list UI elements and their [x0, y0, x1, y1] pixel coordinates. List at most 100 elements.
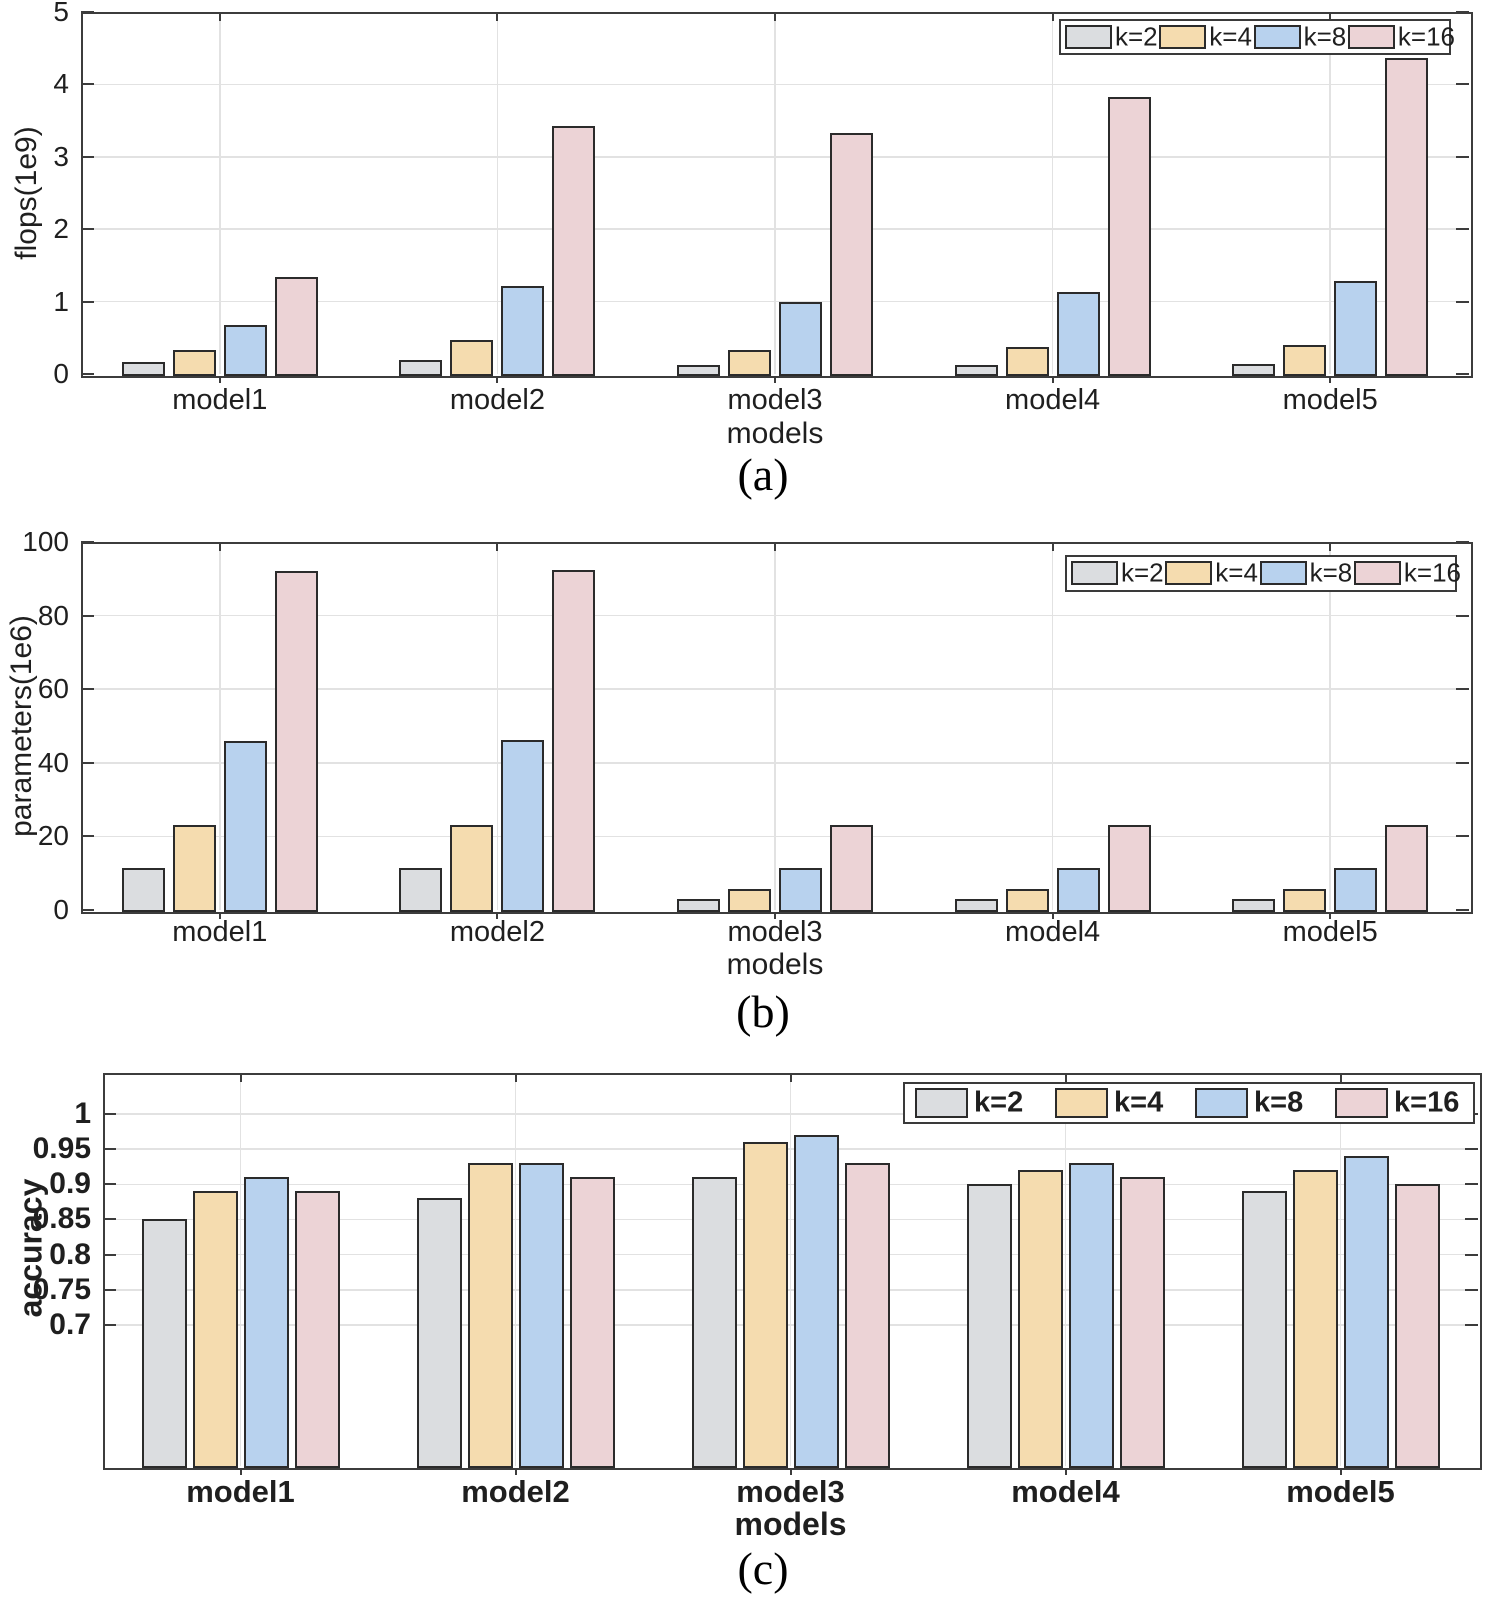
legend-label: k=2 — [974, 1086, 1024, 1118]
x-tick-top — [218, 542, 221, 551]
legend-label: k=8 — [1303, 21, 1347, 51]
legend-swatch-k=4 — [1165, 561, 1213, 585]
bar-k=8-model5 — [1334, 281, 1378, 377]
bar-k=4-model1 — [172, 825, 216, 913]
y-tick-label: 0.8 — [49, 1237, 91, 1271]
x-gridline — [219, 542, 221, 910]
bar-k=16-model4 — [1107, 97, 1151, 377]
bar-k=4-model5 — [1283, 345, 1327, 377]
x-gridline — [789, 1073, 792, 1466]
bar-k=2-model4 — [954, 898, 998, 913]
y-tick — [81, 761, 94, 764]
x-tick — [496, 912, 499, 919]
y-tick — [1456, 300, 1469, 303]
x-gridline — [1339, 1073, 1342, 1466]
x-gridline — [774, 12, 776, 374]
y-tick-label: 0.85 — [32, 1202, 91, 1236]
x-tick — [218, 376, 221, 383]
y-tick-label: 40 — [37, 746, 69, 778]
bar-k=4-model3 — [728, 350, 771, 377]
bar-k=16-model5 — [1385, 57, 1429, 377]
bar-k=2-model5 — [1241, 1191, 1287, 1469]
bar-k=2-model1 — [121, 362, 165, 377]
y-tick-label: 80 — [37, 599, 69, 631]
bar-k=8-model5 — [1334, 867, 1378, 913]
y-tick — [103, 1253, 116, 1256]
y-gridline — [81, 156, 1469, 158]
x-tick — [218, 912, 221, 919]
y-tick-label: 0.7 — [49, 1308, 91, 1342]
x-gridline — [219, 12, 221, 374]
bar-k=2-model4 — [966, 1184, 1012, 1469]
y-tick-label: 4 — [53, 68, 69, 100]
y-tick — [81, 83, 94, 86]
y-tick — [103, 1183, 116, 1186]
x-gridline — [496, 12, 499, 374]
bar-k=2-model3 — [677, 365, 720, 377]
legend-swatch-k=16 — [1335, 1087, 1388, 1118]
x-tick — [774, 376, 776, 383]
x-tick — [1051, 912, 1054, 919]
bar-k=8-model3 — [793, 1134, 839, 1469]
y-tick-label: 20 — [37, 820, 69, 852]
legend-label: k=16 — [1394, 1086, 1460, 1118]
x-axis-label: models — [734, 1506, 847, 1542]
y-tick — [103, 1288, 116, 1291]
x-tick — [1064, 1468, 1067, 1475]
x-tick — [1329, 376, 1332, 383]
y-tick — [81, 614, 94, 617]
y-tick — [81, 11, 94, 13]
x-tick-label: model4 — [1005, 384, 1101, 416]
y-tick — [1465, 1183, 1478, 1186]
y-tick-label: 60 — [37, 673, 69, 705]
plot-area — [81, 542, 1473, 914]
y-gridline — [103, 1324, 1478, 1326]
bar-k=4-model3 — [728, 889, 771, 913]
y-gridline — [103, 1289, 1478, 1291]
bar-k=16-model3 — [844, 1163, 890, 1469]
x-tick-top — [1339, 1073, 1342, 1082]
x-axis-label: models — [726, 948, 824, 981]
x-tick-label: model2 — [449, 384, 545, 416]
bar-k=8-model5 — [1343, 1156, 1389, 1469]
bar-k=8-model4 — [1056, 292, 1100, 377]
x-gridline — [1051, 542, 1054, 910]
legend-label: k=16 — [1397, 21, 1455, 51]
legend-swatch-k=8 — [1259, 561, 1307, 585]
legend-swatch-k=2 — [915, 1087, 968, 1118]
bar-k=2-model2 — [399, 868, 443, 913]
x-tick-label: model4 — [1005, 916, 1101, 948]
legend-label: k=16 — [1403, 557, 1461, 588]
x-gridline — [514, 1073, 517, 1466]
bar-k=2-model3 — [677, 898, 720, 913]
y-tick-label: 0.9 — [49, 1167, 91, 1201]
bar-k=2-model2 — [399, 359, 443, 377]
bar-k=16-model3 — [830, 132, 873, 377]
bar-k=4-model5 — [1292, 1170, 1338, 1469]
x-tick-label: model4 — [1011, 1474, 1120, 1509]
y-tick — [1456, 688, 1469, 691]
x-tick — [789, 1468, 792, 1475]
legend-swatch-k=4 — [1055, 1087, 1108, 1118]
bar-k=4-model2 — [450, 824, 494, 913]
y-tick-label: 0 — [53, 358, 69, 389]
y-tick-label: 1 — [74, 1096, 91, 1130]
bar-k=4-model1 — [172, 350, 216, 377]
bar-k=16-model1 — [274, 571, 318, 913]
x-axis-label: models — [726, 417, 824, 450]
x-tick-top — [1329, 542, 1332, 551]
legend-label: k=8 — [1254, 1086, 1304, 1118]
x-gridline — [1329, 12, 1331, 374]
y-tick-label: 0.95 — [32, 1132, 91, 1166]
y-tick — [81, 541, 94, 543]
y-tick — [81, 300, 94, 303]
x-tick-label: model1 — [186, 1474, 295, 1509]
subfigure-caption-b: (b) — [736, 986, 790, 1037]
bar-k=2-model5 — [1232, 363, 1276, 377]
x-tick-top — [218, 12, 221, 21]
y-tick-label: 0.75 — [32, 1272, 91, 1306]
y-gridline — [81, 228, 1469, 230]
bar-k=8-model3 — [779, 867, 822, 913]
